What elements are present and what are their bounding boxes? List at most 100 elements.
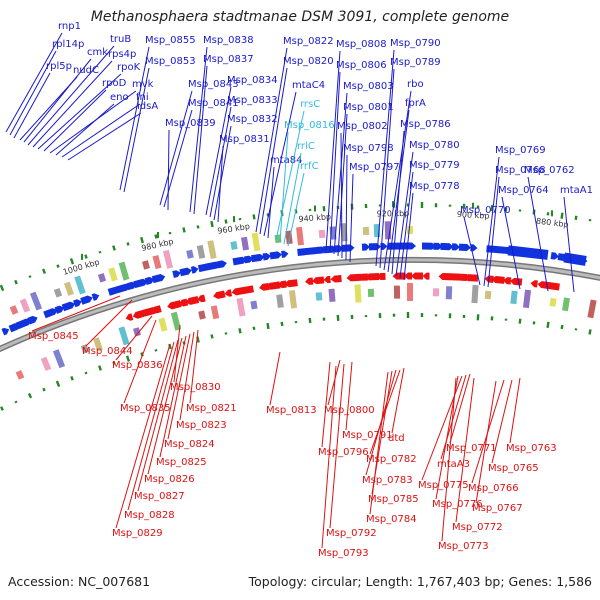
reverse-gene-arrow bbox=[464, 274, 479, 282]
reverse-gene-arrow bbox=[185, 296, 200, 305]
forward-gene-label: Msp_0855 bbox=[145, 35, 196, 46]
forward-gene-leader bbox=[9, 50, 57, 136]
forward-gene-label: Msp_0778 bbox=[409, 181, 460, 192]
cog-block-reverse bbox=[393, 285, 401, 299]
rna-gene-leader bbox=[283, 152, 302, 245]
gc-skew-mark bbox=[55, 380, 61, 388]
reverse-gene-label: Msp_0766 bbox=[468, 483, 519, 494]
forward-gene-leader bbox=[27, 45, 115, 146]
gc-skew-mark bbox=[378, 313, 382, 319]
gc-skew-mark bbox=[364, 203, 368, 209]
gc-skew-mark bbox=[210, 220, 214, 228]
gc-skew-mark bbox=[420, 313, 424, 318]
reverse-gene-label: Msp_0823 bbox=[176, 420, 227, 431]
forward-gene-label: Msp_0770 bbox=[460, 205, 511, 216]
gc-skew-mark bbox=[546, 321, 550, 328]
reverse-gene-leader bbox=[475, 380, 497, 504]
forward-gene-arrow bbox=[394, 242, 410, 250]
cog-block-forward bbox=[118, 261, 130, 281]
forward-gene-label: truB bbox=[110, 34, 131, 45]
reverse-gene-label: Msp_0772 bbox=[452, 522, 503, 533]
forward-gene-leader bbox=[501, 196, 521, 290]
reverse-gene-label: Msp_0813 bbox=[266, 405, 317, 416]
forward-gene-leader bbox=[32, 60, 113, 148]
reverse-gene-leader bbox=[123, 319, 157, 404]
cog-block-forward bbox=[97, 273, 107, 283]
reverse-gene-leader bbox=[369, 371, 389, 515]
forward-gene-leader bbox=[43, 89, 107, 152]
forward-gene-leader bbox=[325, 50, 341, 251]
gc-skew-mark bbox=[14, 400, 18, 404]
forward-gene-label: Msp_0806 bbox=[336, 60, 387, 71]
forward-gene-arrow bbox=[440, 242, 454, 251]
gc-skew-mark bbox=[476, 314, 480, 321]
forward-gene-label: mvk bbox=[132, 79, 154, 90]
forward-gene-label: rpoK bbox=[117, 62, 141, 73]
forward-gene-label: Msp_0797 bbox=[349, 162, 400, 173]
forward-gene-label: Msp_0822 bbox=[283, 36, 334, 47]
reverse-gene-leader bbox=[173, 324, 181, 383]
forward-gene-leader bbox=[391, 130, 405, 275]
reverse-gene-leader bbox=[491, 379, 513, 464]
gc-skew-mark bbox=[125, 355, 131, 362]
forward-gene-label: Msp_0803 bbox=[343, 81, 394, 92]
forward-gene-leader bbox=[23, 58, 92, 143]
gc-skew-mark bbox=[98, 365, 102, 371]
gc-skew-mark bbox=[448, 204, 452, 207]
kbp-tick-mark bbox=[157, 232, 159, 239]
forward-gene-leader bbox=[483, 156, 500, 287]
forward-gene-arrow bbox=[341, 244, 355, 252]
gc-skew-mark bbox=[154, 349, 158, 352]
forward-gene-leader bbox=[399, 171, 414, 279]
forward-gene-label: Msp_0762 bbox=[524, 165, 575, 176]
forward-gene-label: rbo bbox=[407, 79, 424, 90]
forward-gene-arrow bbox=[232, 256, 247, 266]
reverse-gene-label: Msp_0824 bbox=[164, 439, 215, 450]
forward-gene-arrow bbox=[251, 253, 265, 263]
forward-gene-arrow bbox=[114, 283, 131, 294]
reverse-gene-leader bbox=[509, 377, 521, 444]
forward-gene-label: Msp_0837 bbox=[203, 54, 254, 65]
reverse-gene-label: Msp_0785 bbox=[368, 494, 419, 505]
reverse-gene-arrow bbox=[125, 313, 134, 321]
forward-gene-label: Msp_0834 bbox=[227, 75, 278, 86]
gc-skew-mark bbox=[476, 205, 480, 209]
reverse-gene-arrow bbox=[411, 272, 424, 280]
gc-skew-mark bbox=[168, 231, 172, 235]
gc-skew-mark bbox=[70, 375, 74, 381]
kbp-tick-label: 900 kbp bbox=[457, 210, 490, 221]
reverse-gene-label: Msp_0844 bbox=[82, 346, 133, 357]
reverse-gene-label: Msp_0775 bbox=[418, 480, 469, 491]
reverse-gene-arrow bbox=[224, 289, 233, 297]
reverse-gene-arrow bbox=[323, 275, 331, 284]
reverse-gene-label: Msp_0791 bbox=[342, 430, 393, 441]
forward-gene-label: idsA bbox=[137, 101, 158, 112]
reverse-gene-leader bbox=[31, 295, 121, 332]
forward-gene-leader bbox=[337, 113, 348, 257]
reverse-gene-label: mtaA3 bbox=[437, 459, 470, 470]
reverse-gene-leader bbox=[327, 359, 341, 406]
forward-gene-leader bbox=[267, 166, 275, 239]
genome-title: Methanosphaera stadtmanae DSM 3091, comp… bbox=[90, 9, 510, 25]
forward-gene-arrow bbox=[361, 243, 370, 251]
forward-gene-label: rnp1 bbox=[58, 21, 81, 32]
reverse-gene-leader bbox=[159, 335, 187, 458]
gc-skew-mark bbox=[392, 313, 396, 317]
forward-gene-label: rpl14p bbox=[52, 39, 84, 50]
kbp-tick-mark bbox=[392, 201, 394, 208]
forward-gene-label: Msp_0780 bbox=[409, 140, 460, 151]
cog-block-forward bbox=[74, 275, 86, 295]
forward-gene-leader bbox=[67, 112, 142, 161]
reverse-gene-arrow bbox=[376, 272, 386, 281]
forward-gene-label: Msp_0789 bbox=[390, 57, 441, 68]
reverse-gene-arrow bbox=[530, 280, 538, 288]
gc-skew-mark bbox=[252, 326, 256, 330]
reverse-gene-label: Msp_0771 bbox=[446, 443, 497, 454]
forward-gene-arrow bbox=[216, 260, 227, 269]
reverse-gene-arrow bbox=[277, 280, 287, 289]
gc-skew-mark bbox=[27, 392, 33, 399]
gc-skew-mark bbox=[112, 245, 116, 251]
gc-skew-mark bbox=[28, 275, 32, 278]
gc-skew-mark bbox=[168, 343, 172, 350]
